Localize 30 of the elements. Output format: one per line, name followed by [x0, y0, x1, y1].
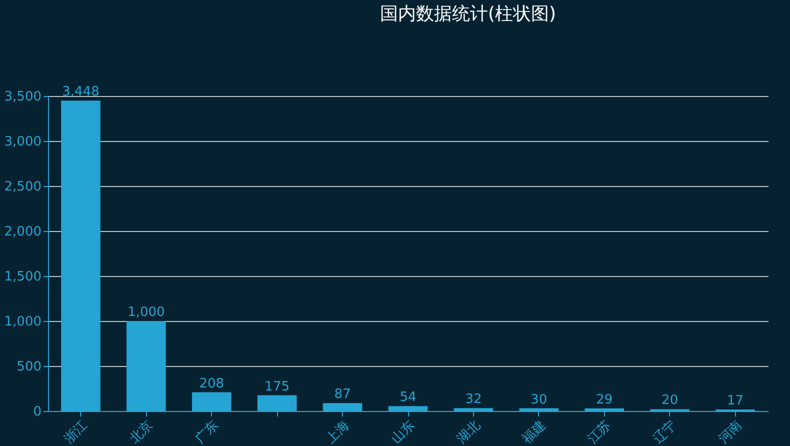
y-tick-label: 500 [16, 360, 42, 374]
data-label: 175 [264, 379, 290, 394]
y-tick-label: 2,500 [4, 180, 42, 194]
x-tick-label: 福建 [520, 418, 549, 446]
x-tick-label: 江苏 [585, 418, 614, 446]
y-tick-label: 3,500 [4, 90, 42, 104]
y-tick-label: 1,000 [4, 314, 42, 330]
y-tick-label: 0 [33, 404, 42, 420]
data-label: 54 [400, 390, 416, 406]
y-tick-label: 2,000 [4, 224, 42, 240]
data-label: 208 [199, 376, 224, 392]
x-tick-label: 山东 [388, 418, 418, 446]
chart-title: 国内数据统计(柱状图) [380, 4, 556, 25]
data-label: 20 [662, 393, 678, 408]
data-label: 29 [596, 392, 613, 408]
data-label: 32 [465, 392, 482, 408]
x-tick-label: 上海 [323, 418, 352, 446]
x-tick-label: 北京 [127, 418, 156, 446]
x-tick-label: 广东 [192, 418, 222, 446]
x-tick-label: 河南 [716, 418, 746, 446]
data-label: 30 [530, 392, 548, 408]
y-tick-label: 3,000 [4, 134, 42, 150]
data-label: 87 [334, 387, 351, 402]
y-tick-label: 1,500 [4, 270, 42, 284]
x-tick-label: 湖北 [454, 418, 484, 446]
data-label: 1,000 [128, 305, 165, 320]
data-label: 3,448 [62, 84, 100, 100]
x-tick-label: 浙江 [62, 418, 91, 446]
x-tick-label: 辽宁 [650, 417, 680, 446]
data-label: 17 [727, 393, 744, 408]
